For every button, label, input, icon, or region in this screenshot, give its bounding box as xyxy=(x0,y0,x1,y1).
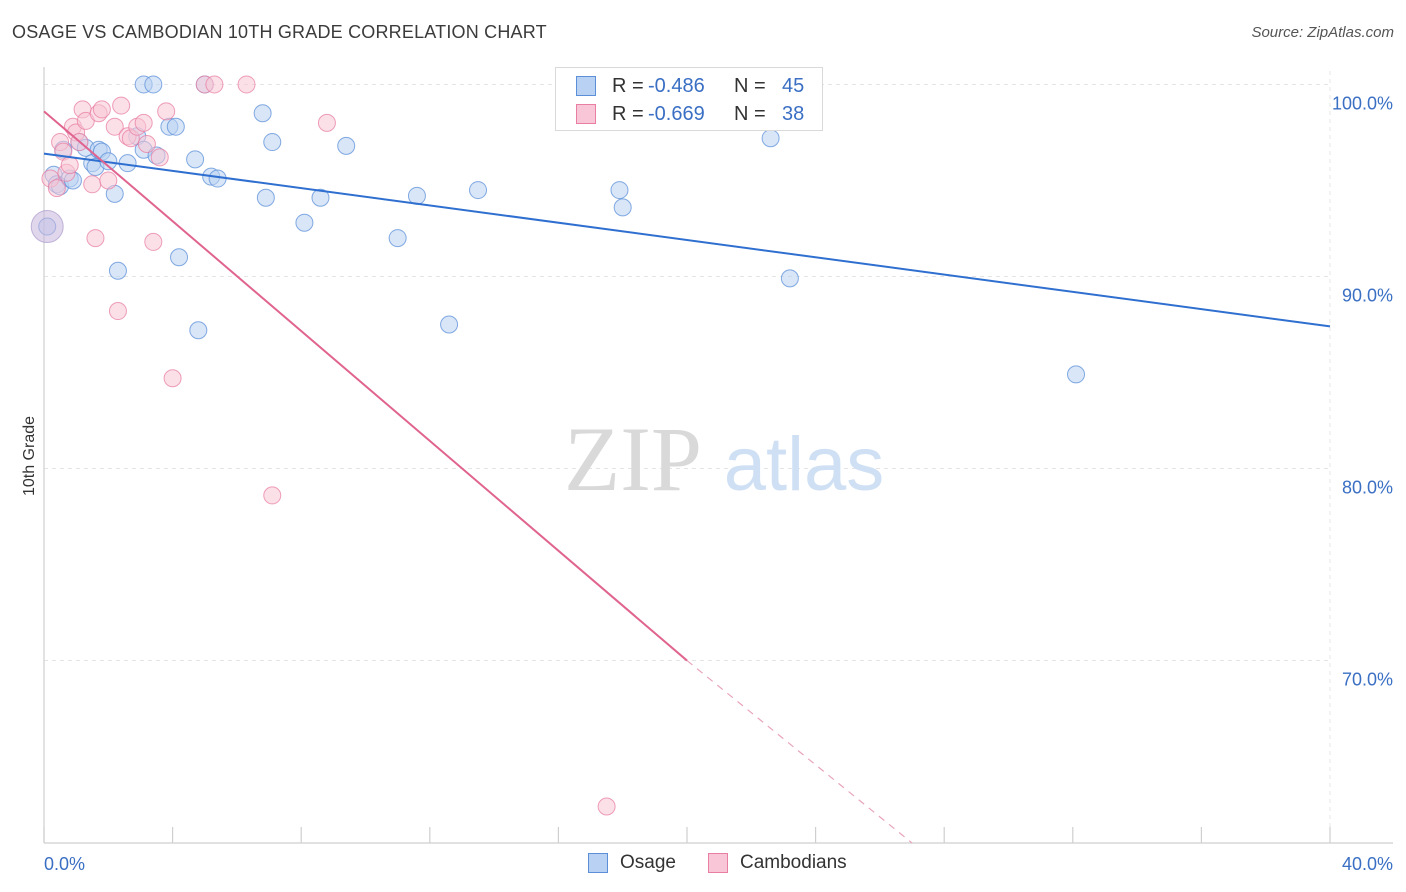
cambodians-swatch xyxy=(708,853,728,873)
cambodians-point xyxy=(150,148,169,167)
osage-point xyxy=(407,186,426,205)
cambodians-point xyxy=(263,486,282,505)
cambodians-point xyxy=(317,113,336,132)
cambodians-point xyxy=(134,113,153,132)
r-label: R = xyxy=(612,102,644,125)
legend-label-osage: Osage xyxy=(620,852,676,873)
osage-point xyxy=(311,188,330,207)
osage-point xyxy=(256,188,275,207)
osage-point xyxy=(388,229,407,248)
y-tick-label: 80.0% xyxy=(1342,478,1393,498)
n-label: N = xyxy=(734,102,766,125)
cambodians-point xyxy=(60,156,79,175)
correlation-legend: R = -0.486 N = 45 R = -0.669 N = 38 xyxy=(555,67,823,131)
cambodians-point xyxy=(47,179,66,198)
cambodians-point xyxy=(237,75,256,94)
cambodians-point xyxy=(157,102,176,121)
cambodians-point xyxy=(86,229,105,248)
cambodians-point xyxy=(144,232,163,251)
osage-point xyxy=(440,315,459,334)
osage-point xyxy=(1067,365,1086,384)
series-legend: Osage Cambodians xyxy=(0,852,1406,878)
cambodians-point xyxy=(163,369,182,388)
osage-trend-line xyxy=(43,152,1331,328)
osage-point xyxy=(761,129,780,148)
source-credit: Source: ZipAtlas.com xyxy=(1251,24,1394,41)
osage-point xyxy=(186,150,205,169)
osage-point xyxy=(144,75,163,94)
osage-point xyxy=(253,104,272,123)
cambodians-swatch xyxy=(576,104,596,124)
cambodians-trend-line xyxy=(43,110,688,662)
osage-point xyxy=(469,181,488,200)
r-value-cambodians: -0.669 xyxy=(648,102,705,125)
legend-item-cambodians[interactable]: Cambodians xyxy=(708,852,847,874)
r-label: R = xyxy=(612,74,644,97)
legend-row-cambodians: R = -0.669 N = 38 xyxy=(556,100,804,128)
overlap-point xyxy=(30,210,64,244)
n-label: N = xyxy=(734,74,766,97)
cambodians-point xyxy=(92,100,111,119)
osage-point xyxy=(610,181,629,200)
osage-swatch xyxy=(588,853,608,873)
cambodians-point xyxy=(108,302,127,321)
osage-point xyxy=(337,136,356,155)
r-value-osage: -0.486 xyxy=(648,74,705,97)
osage-point xyxy=(780,269,799,288)
cambodians-point xyxy=(105,117,124,136)
cambodians-point xyxy=(137,134,156,153)
tick-labels: 100.0% 90.0% 80.0% 70.0% 0.0% 40.0% xyxy=(44,93,1393,874)
osage-point xyxy=(170,248,189,267)
watermark: ZIP atlas xyxy=(564,408,884,510)
y-tick-label: 90.0% xyxy=(1342,285,1393,305)
osage-point xyxy=(189,321,208,340)
cambodians-point xyxy=(205,75,224,94)
x-tick-label: 40.0% xyxy=(1342,854,1393,874)
y-tick-label: 70.0% xyxy=(1342,670,1393,690)
osage-point xyxy=(613,198,632,217)
legend-row-osage: R = -0.486 N = 45 xyxy=(556,72,804,100)
x-tick-label: 0.0% xyxy=(44,854,85,874)
axes xyxy=(43,67,1393,844)
y-tick-label: 100.0% xyxy=(1332,93,1393,113)
cambodians-point xyxy=(83,175,102,194)
n-value-osage: 45 xyxy=(782,74,805,97)
osage-point xyxy=(295,213,314,232)
chart-title: OSAGE VS CAMBODIAN 10TH GRADE CORRELATIO… xyxy=(12,22,547,42)
legend-label-cambodians: Cambodians xyxy=(740,852,847,873)
osage-point xyxy=(263,133,282,152)
cambodians-point xyxy=(597,797,616,816)
data-points xyxy=(30,75,1086,816)
cambodians-point xyxy=(112,96,131,115)
trend-lines xyxy=(43,110,1331,844)
cambodians-point xyxy=(99,171,118,190)
watermark-zip: ZIP xyxy=(564,408,702,510)
cambodians-trend-line-extension xyxy=(686,660,913,844)
n-value-cambodians: 38 xyxy=(782,102,805,125)
osage-swatch xyxy=(576,76,596,96)
watermark-atlas: atlas xyxy=(724,422,885,507)
osage-point xyxy=(108,261,127,280)
osage-point xyxy=(166,117,185,136)
legend-item-osage[interactable]: Osage xyxy=(588,852,676,874)
